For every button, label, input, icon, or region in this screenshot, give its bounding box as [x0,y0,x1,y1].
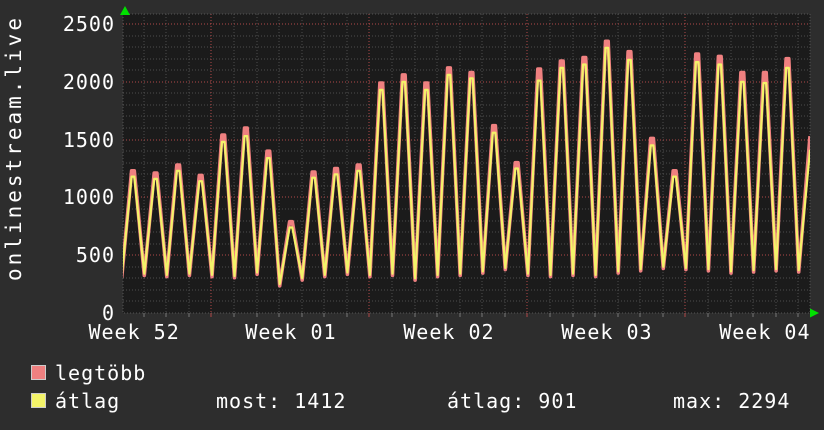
y-tick-label: 1500 [62,127,115,152]
y-tick-label: 0 [101,301,115,325]
y-tick-label: 2500 [62,12,115,36]
y-axis-title: onlinestream.live [2,15,26,281]
stat-value: átlag: 901 [447,389,578,413]
legend-label: legtöbb [55,361,147,385]
x-tick-label: Week 04 [719,320,811,344]
x-tick-label: Week 52 [88,320,180,344]
x-tick-label: Week 03 [561,320,653,344]
y-tick-label: 2000 [62,69,115,94]
legend-swatch-atlag [31,393,46,408]
legend-label: átlag [55,389,121,413]
x-tick-label: Week 02 [403,320,495,344]
y-tick-label: 500 [75,243,115,268]
x-tick-label: Week 01 [245,320,337,344]
stat-value: most: 1412 [216,389,347,413]
stat-value: max: 2294 [673,389,791,413]
legend-swatch-legtobb [31,365,46,380]
y-tick-label: 1000 [62,185,115,210]
